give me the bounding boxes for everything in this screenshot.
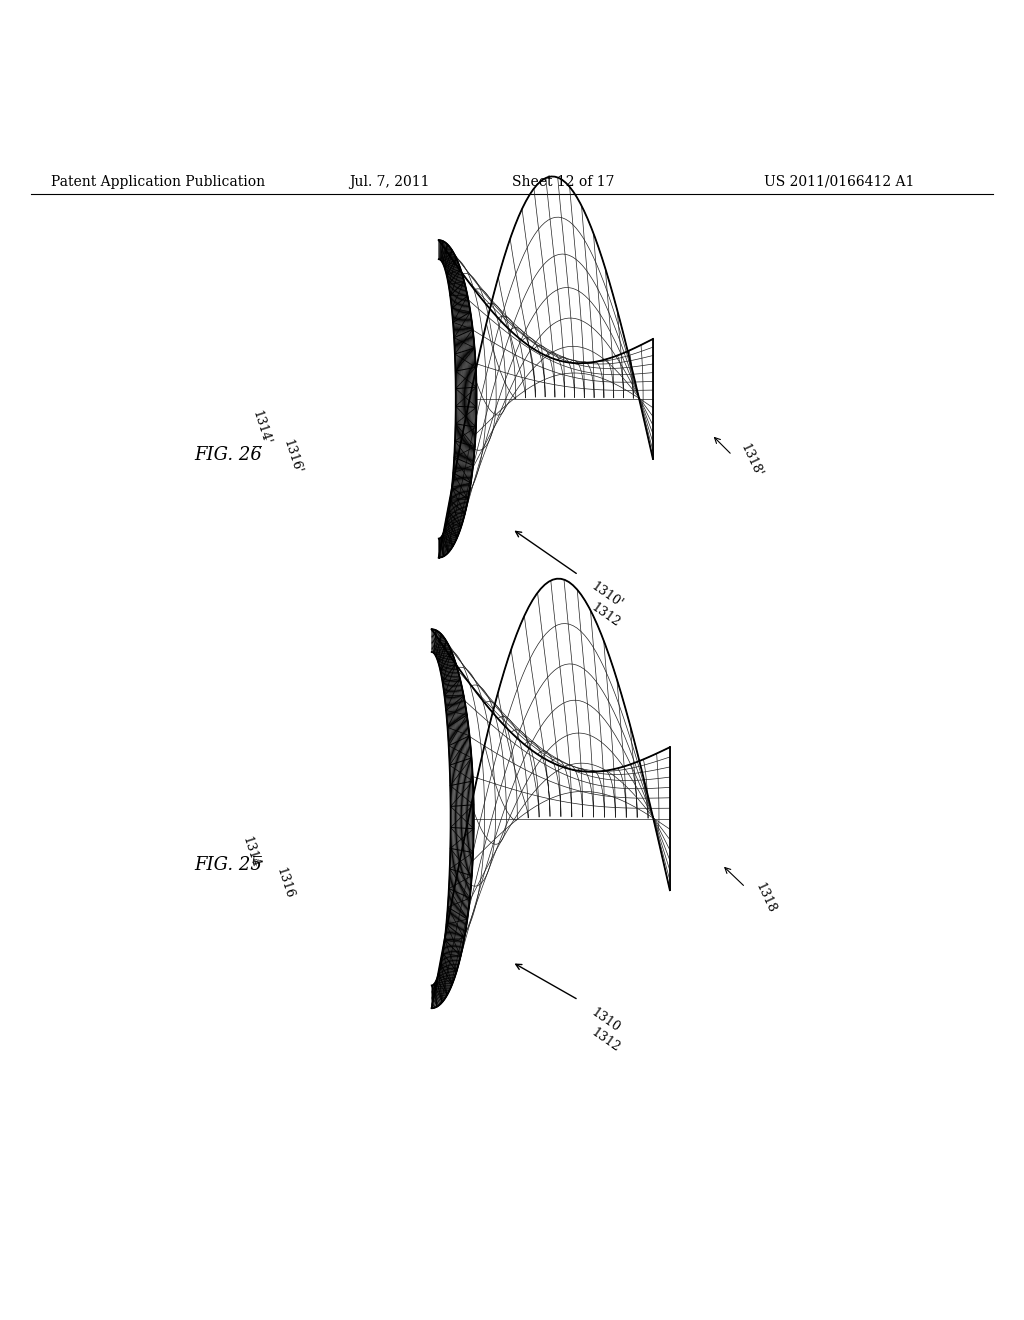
- Text: 1316': 1316': [281, 438, 303, 477]
- Text: 1318': 1318': [737, 441, 764, 479]
- Text: 1310: 1310: [589, 1006, 623, 1035]
- Text: 1318: 1318: [753, 880, 778, 915]
- Text: 1316: 1316: [273, 866, 296, 900]
- Text: 1312: 1312: [589, 1026, 623, 1055]
- Text: US 2011/0166412 A1: US 2011/0166412 A1: [765, 174, 914, 189]
- Text: 1310': 1310': [589, 579, 626, 611]
- Text: FIG. 26̅: FIG. 26̅: [195, 446, 262, 465]
- Text: Sheet 12 of 17: Sheet 12 of 17: [512, 174, 614, 189]
- Text: 1314': 1314': [250, 409, 272, 446]
- Text: 1314: 1314: [240, 836, 262, 870]
- Text: 1312: 1312: [589, 601, 623, 630]
- Text: FIG. 25̅: FIG. 25̅: [195, 855, 262, 874]
- Text: Patent Application Publication: Patent Application Publication: [51, 174, 265, 189]
- Text: Jul. 7, 2011: Jul. 7, 2011: [349, 174, 429, 189]
